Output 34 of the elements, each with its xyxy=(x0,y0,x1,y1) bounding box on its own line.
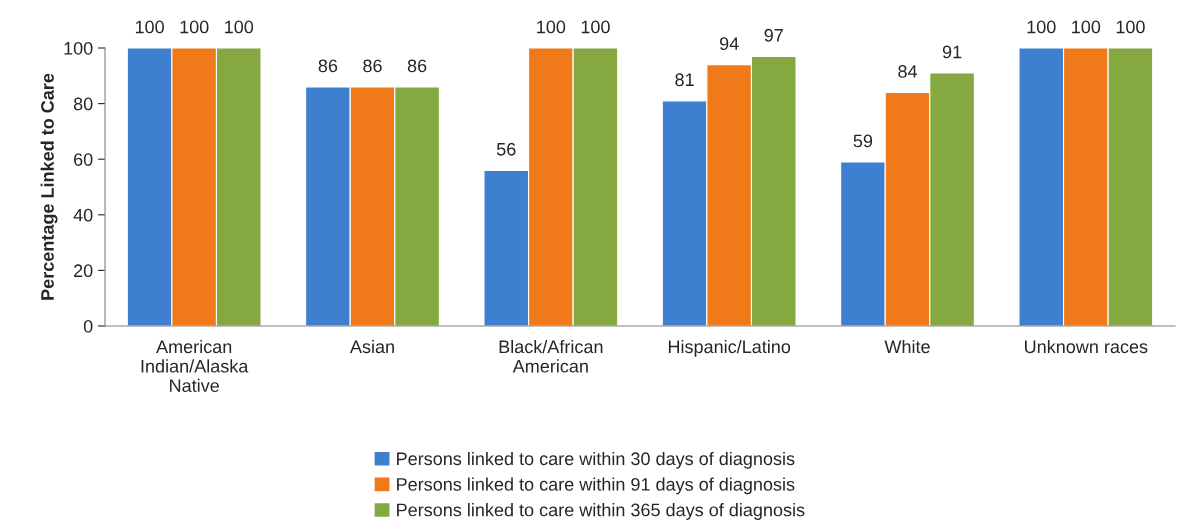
data-label: 100 xyxy=(581,20,610,34)
y-axis-title: Percentage Linked to Care xyxy=(40,73,58,300)
x-tick-label: White xyxy=(884,339,930,354)
x-tick-label: Asian xyxy=(349,339,394,354)
data-label: 100 xyxy=(225,20,254,34)
x-tick-label: Hispanic/Latino xyxy=(668,339,791,357)
x-tick-label: American Indian/Alaska Native xyxy=(141,339,249,393)
legend-label: Persons linked to care within 365 days of diagnosis xyxy=(397,503,805,520)
data-label: 100 xyxy=(135,20,164,34)
data-label: 91 xyxy=(942,45,962,59)
y-tick-label: 0 xyxy=(83,319,93,333)
data-label: 100 xyxy=(1072,20,1101,34)
legend-label: Persons linked to care within 30 days of diagnosis xyxy=(397,451,795,469)
y-tick-label: 100 xyxy=(64,41,93,55)
data-label: 56 xyxy=(496,142,516,156)
data-label: 97 xyxy=(764,28,783,42)
data-label: 100 xyxy=(537,20,566,34)
y-tick-label: 40 xyxy=(73,208,93,222)
x-tick-label: Black/African American xyxy=(499,339,603,373)
data-label: 86 xyxy=(318,59,338,73)
y-tick-label: 60 xyxy=(74,153,93,166)
data-label: 84 xyxy=(898,65,918,78)
legend-label: Persons linked to care within 91 days of diagnosis xyxy=(397,477,795,495)
data-label: 86 xyxy=(407,59,427,73)
y-tick-label: 20 xyxy=(74,264,93,278)
data-label: 81 xyxy=(675,73,694,87)
data-label: 100 xyxy=(1116,20,1145,34)
data-label: 94 xyxy=(719,37,739,50)
y-tick-label: 80 xyxy=(73,97,93,111)
data-label: 100 xyxy=(1027,20,1056,34)
data-label: 59 xyxy=(853,134,873,148)
data-label: 100 xyxy=(180,20,209,34)
x-tick-label: Unknown races xyxy=(1025,339,1148,354)
data-label: 86 xyxy=(363,59,382,73)
